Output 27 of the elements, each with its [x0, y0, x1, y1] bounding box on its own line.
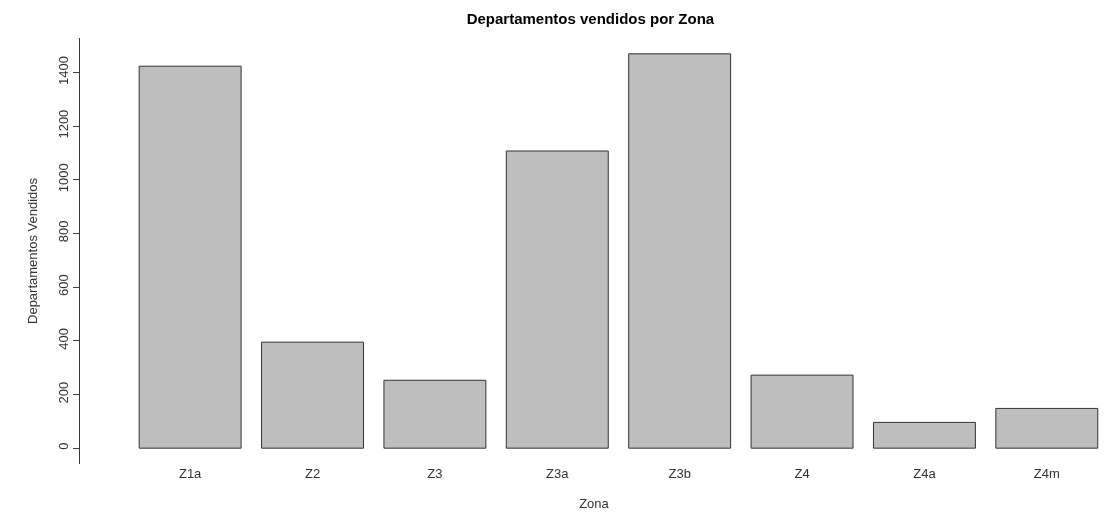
x-tick-label: Z3b	[668, 466, 691, 481]
x-tick-label: Z4m	[1033, 466, 1060, 481]
y-tick-label: 0	[55, 442, 71, 450]
bar	[383, 379, 487, 449]
y-tick-label: 200	[55, 381, 71, 404]
bar	[995, 407, 1099, 449]
x-tick-label: Z4	[794, 466, 810, 481]
bar	[138, 65, 242, 449]
x-tick-label: Z1a	[178, 466, 203, 481]
y-tick-label: 600	[55, 274, 71, 296]
y-tick-label: 400	[55, 327, 71, 350]
y-axis-title: Departamentos Vendidos	[24, 177, 40, 324]
y-tick-label: 1000	[55, 163, 71, 193]
bar	[505, 150, 609, 449]
x-tick-label: Z3a	[546, 466, 570, 481]
x-tick-label: Z2	[304, 466, 321, 481]
chart-title: Departamentos vendidos por Zona	[466, 9, 715, 27]
x-axis-title: Zona	[579, 495, 610, 511]
y-tick-label: 800	[55, 220, 71, 243]
bar	[628, 53, 732, 449]
bar	[750, 374, 854, 449]
bar	[261, 341, 364, 449]
x-tick-label: Z3	[427, 466, 443, 481]
y-tick-label: 1400	[55, 55, 71, 85]
y-tick-label: 1200	[55, 109, 71, 139]
x-tick-label: Z4a	[913, 466, 937, 481]
bar	[872, 421, 976, 449]
